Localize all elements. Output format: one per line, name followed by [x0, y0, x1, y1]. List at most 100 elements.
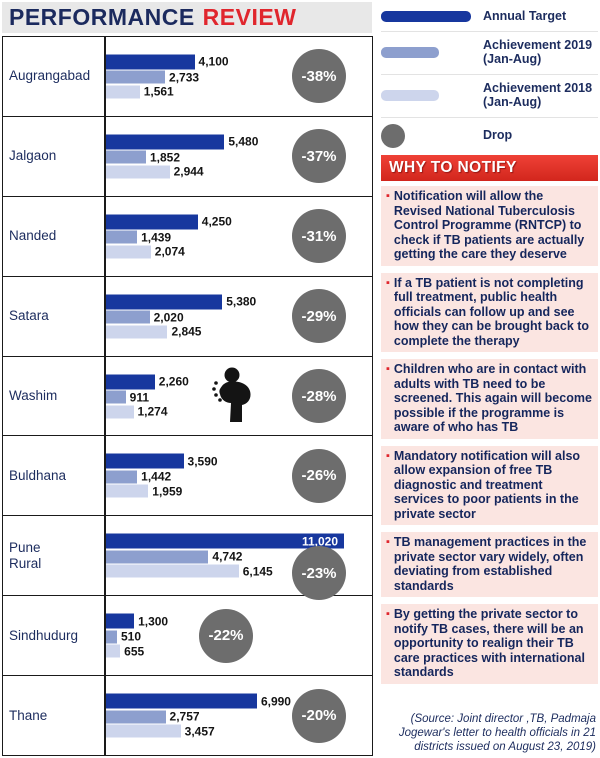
chart-row-thane: Thane 6,990 2,757 3,457 -20%: [3, 676, 372, 755]
drop-percent-badge: -23%: [292, 546, 346, 601]
bullet-icon: ▪: [386, 536, 390, 548]
bar-value-label: 1,959: [152, 484, 183, 499]
bar-achievement-2018-jan-aug-: 2,944: [106, 165, 204, 179]
bar-annual-target: 1,300: [106, 613, 168, 629]
drop-percent-badge: -28%: [292, 369, 346, 423]
bar-value-label: 2,260: [158, 374, 189, 389]
drop-percent-badge: -37%: [292, 129, 346, 184]
bar-achievement-2019-jan-aug-: 1,852: [106, 150, 180, 164]
bar-annual-target: 5,380: [106, 294, 256, 310]
chart-rows: Augrangabad 4,100 2,733 1,561 -38% Jalgaon 5,4…: [3, 37, 372, 755]
bar-value-label: 6,990: [260, 694, 291, 709]
notify-item: ▪ Children who are in contact with adult…: [381, 359, 598, 439]
annual-target-swatch: [381, 10, 471, 22]
bullet-icon: ▪: [386, 363, 390, 375]
district-label: Sindhudurg: [9, 627, 79, 643]
bar-achievement-2018-jan-aug-: 655: [106, 644, 144, 658]
swatch-cell: [381, 10, 483, 22]
bar-value-label: 1,274: [137, 404, 168, 419]
bar-value-label: 4,100: [198, 54, 229, 69]
district-label: Nanded: [9, 228, 57, 244]
notify-item-text: TB management practices in the private s…: [393, 535, 587, 593]
district-label: Augrangabad: [9, 68, 91, 84]
bar-achievement-2019-jan-aug-: 4,742: [106, 550, 242, 564]
legend-label: Drop: [483, 128, 513, 143]
legend-label: Achievement 2018 (Jan-Aug): [483, 80, 593, 110]
bar-annual-target: 4,250: [106, 214, 232, 230]
bar-group: 4,100 2,733 1,561: [106, 53, 229, 100]
bar-value-label: 3,457: [184, 724, 215, 739]
legend-item-drop: Drop: [381, 118, 598, 155]
bar-group: 4,250 1,439 2,074: [106, 213, 232, 260]
bar-value-label: 2,757: [169, 709, 200, 724]
bar-value-label: 3,590: [187, 454, 218, 469]
bar-achievement-2019-jan-aug-: 1,439: [106, 230, 171, 244]
bar-value-label: 1,561: [143, 84, 174, 99]
bar-group: 1,300 510 655: [106, 612, 168, 659]
bar-value-label: 4,250: [201, 214, 232, 229]
title-performance: PERFORMANCE: [9, 4, 195, 30]
swatch-cell: [381, 89, 483, 101]
notify-item-text: Mandatory notification will also allow e…: [393, 448, 581, 521]
bar-value-label: 1,300: [138, 614, 169, 629]
achievement-2018-swatch: [381, 89, 439, 101]
chart-row-washim: Washim 2,260 911 1,274 -28%: [3, 357, 372, 437]
bar-annual-target: 2,260: [106, 374, 189, 389]
bar-value-label: 1,439: [141, 230, 172, 245]
bar-achievement-2019-jan-aug-: 2,757: [106, 710, 200, 724]
source-note: (Source: Joint director ,TB, Padmaja Jog…: [398, 713, 596, 753]
notify-item: ▪ Mandatory notification will also allow…: [381, 445, 598, 525]
chart-axis-line: [104, 37, 106, 755]
bar-achievement-2019-jan-aug-: 510: [106, 630, 141, 644]
district-label: Satara: [9, 308, 49, 324]
bullet-icon: ▪: [386, 276, 390, 289]
bar-annual-target: 5,480: [106, 134, 258, 150]
notify-item: ▪ If a TB patient is not completing full…: [381, 272, 598, 352]
drop-percent-badge: -38%: [292, 49, 346, 104]
bar-annual-target: 4,100: [106, 54, 229, 70]
notify-item-text: By getting the private sector to notify …: [393, 607, 585, 679]
chart-row-pune-rural: Pune Rural 11,020 4,742 6,145 -23%: [3, 516, 372, 601]
coughing-person-icon: [211, 365, 265, 427]
legend-item-achievement-2019: Achievement 2019 (Jan-Aug): [381, 32, 598, 75]
district-label: Buldhana: [9, 467, 67, 483]
bar-value-label: 11,020: [301, 534, 338, 549]
swatch-cell: [381, 46, 483, 58]
district-label: Thane: [9, 707, 48, 723]
notify-item: ▪ Notification will allow the Revised Na…: [381, 186, 598, 266]
bullet-icon: ▪: [386, 190, 390, 202]
bar-value-label: 2,020: [153, 310, 184, 325]
bar-annual-target: 3,590: [106, 453, 218, 469]
bar-achievement-2018-jan-aug-: 1,274: [106, 405, 168, 419]
district-label: Jalgaon: [9, 148, 57, 164]
drop-percent-badge: -31%: [292, 209, 346, 264]
bar-group: 5,480 1,852 2,944: [106, 133, 258, 180]
bar-value-label: 510: [121, 629, 142, 644]
bar-value-label: 4,742: [212, 549, 243, 564]
chart-row-augrangabad: Augrangabad 4,100 2,733 1,561 -38%: [3, 37, 372, 117]
drop-percent-badge: -22%: [199, 608, 253, 663]
drop-percent-badge: -29%: [292, 289, 346, 344]
bar-achievement-2019-jan-aug-: 2,020: [106, 310, 184, 324]
drop-percent-badge: -20%: [292, 688, 346, 743]
bar-value-label: 6,145: [242, 564, 273, 579]
notify-item: ▪ By getting the private sector to notif…: [381, 604, 598, 684]
notify-item-text: Notification will allow the Revised Nati…: [393, 189, 585, 261]
bar-value-label: 2,074: [154, 244, 185, 259]
bar-value-label: 2,944: [173, 164, 204, 179]
bullet-icon: ▪: [386, 608, 390, 620]
bar-achievement-2019-jan-aug-: 2,733: [106, 70, 199, 84]
legend-item-annual-target: Annual Target: [381, 3, 598, 32]
bar-achievement-2018-jan-aug-: 2,074: [106, 245, 185, 259]
bar-value-label: 2,845: [171, 324, 202, 339]
bar-annual-target: 11,020: [106, 533, 344, 549]
bar-achievement-2018-jan-aug-: 3,457: [106, 724, 215, 738]
notify-list: ▪ Notification will allow the Revised Na…: [381, 186, 598, 684]
chart-row-satara: Satara 5,380 2,020 2,845 -29%: [3, 277, 372, 357]
bar-value-label: 5,480: [228, 134, 259, 149]
bar-annual-target: 6,990: [106, 693, 291, 709]
bullet-icon: ▪: [386, 449, 390, 462]
bar-achievement-2018-jan-aug-: 6,145: [106, 564, 273, 578]
legend: Annual Target Achievement 2019 (Jan-Aug)…: [381, 3, 598, 155]
